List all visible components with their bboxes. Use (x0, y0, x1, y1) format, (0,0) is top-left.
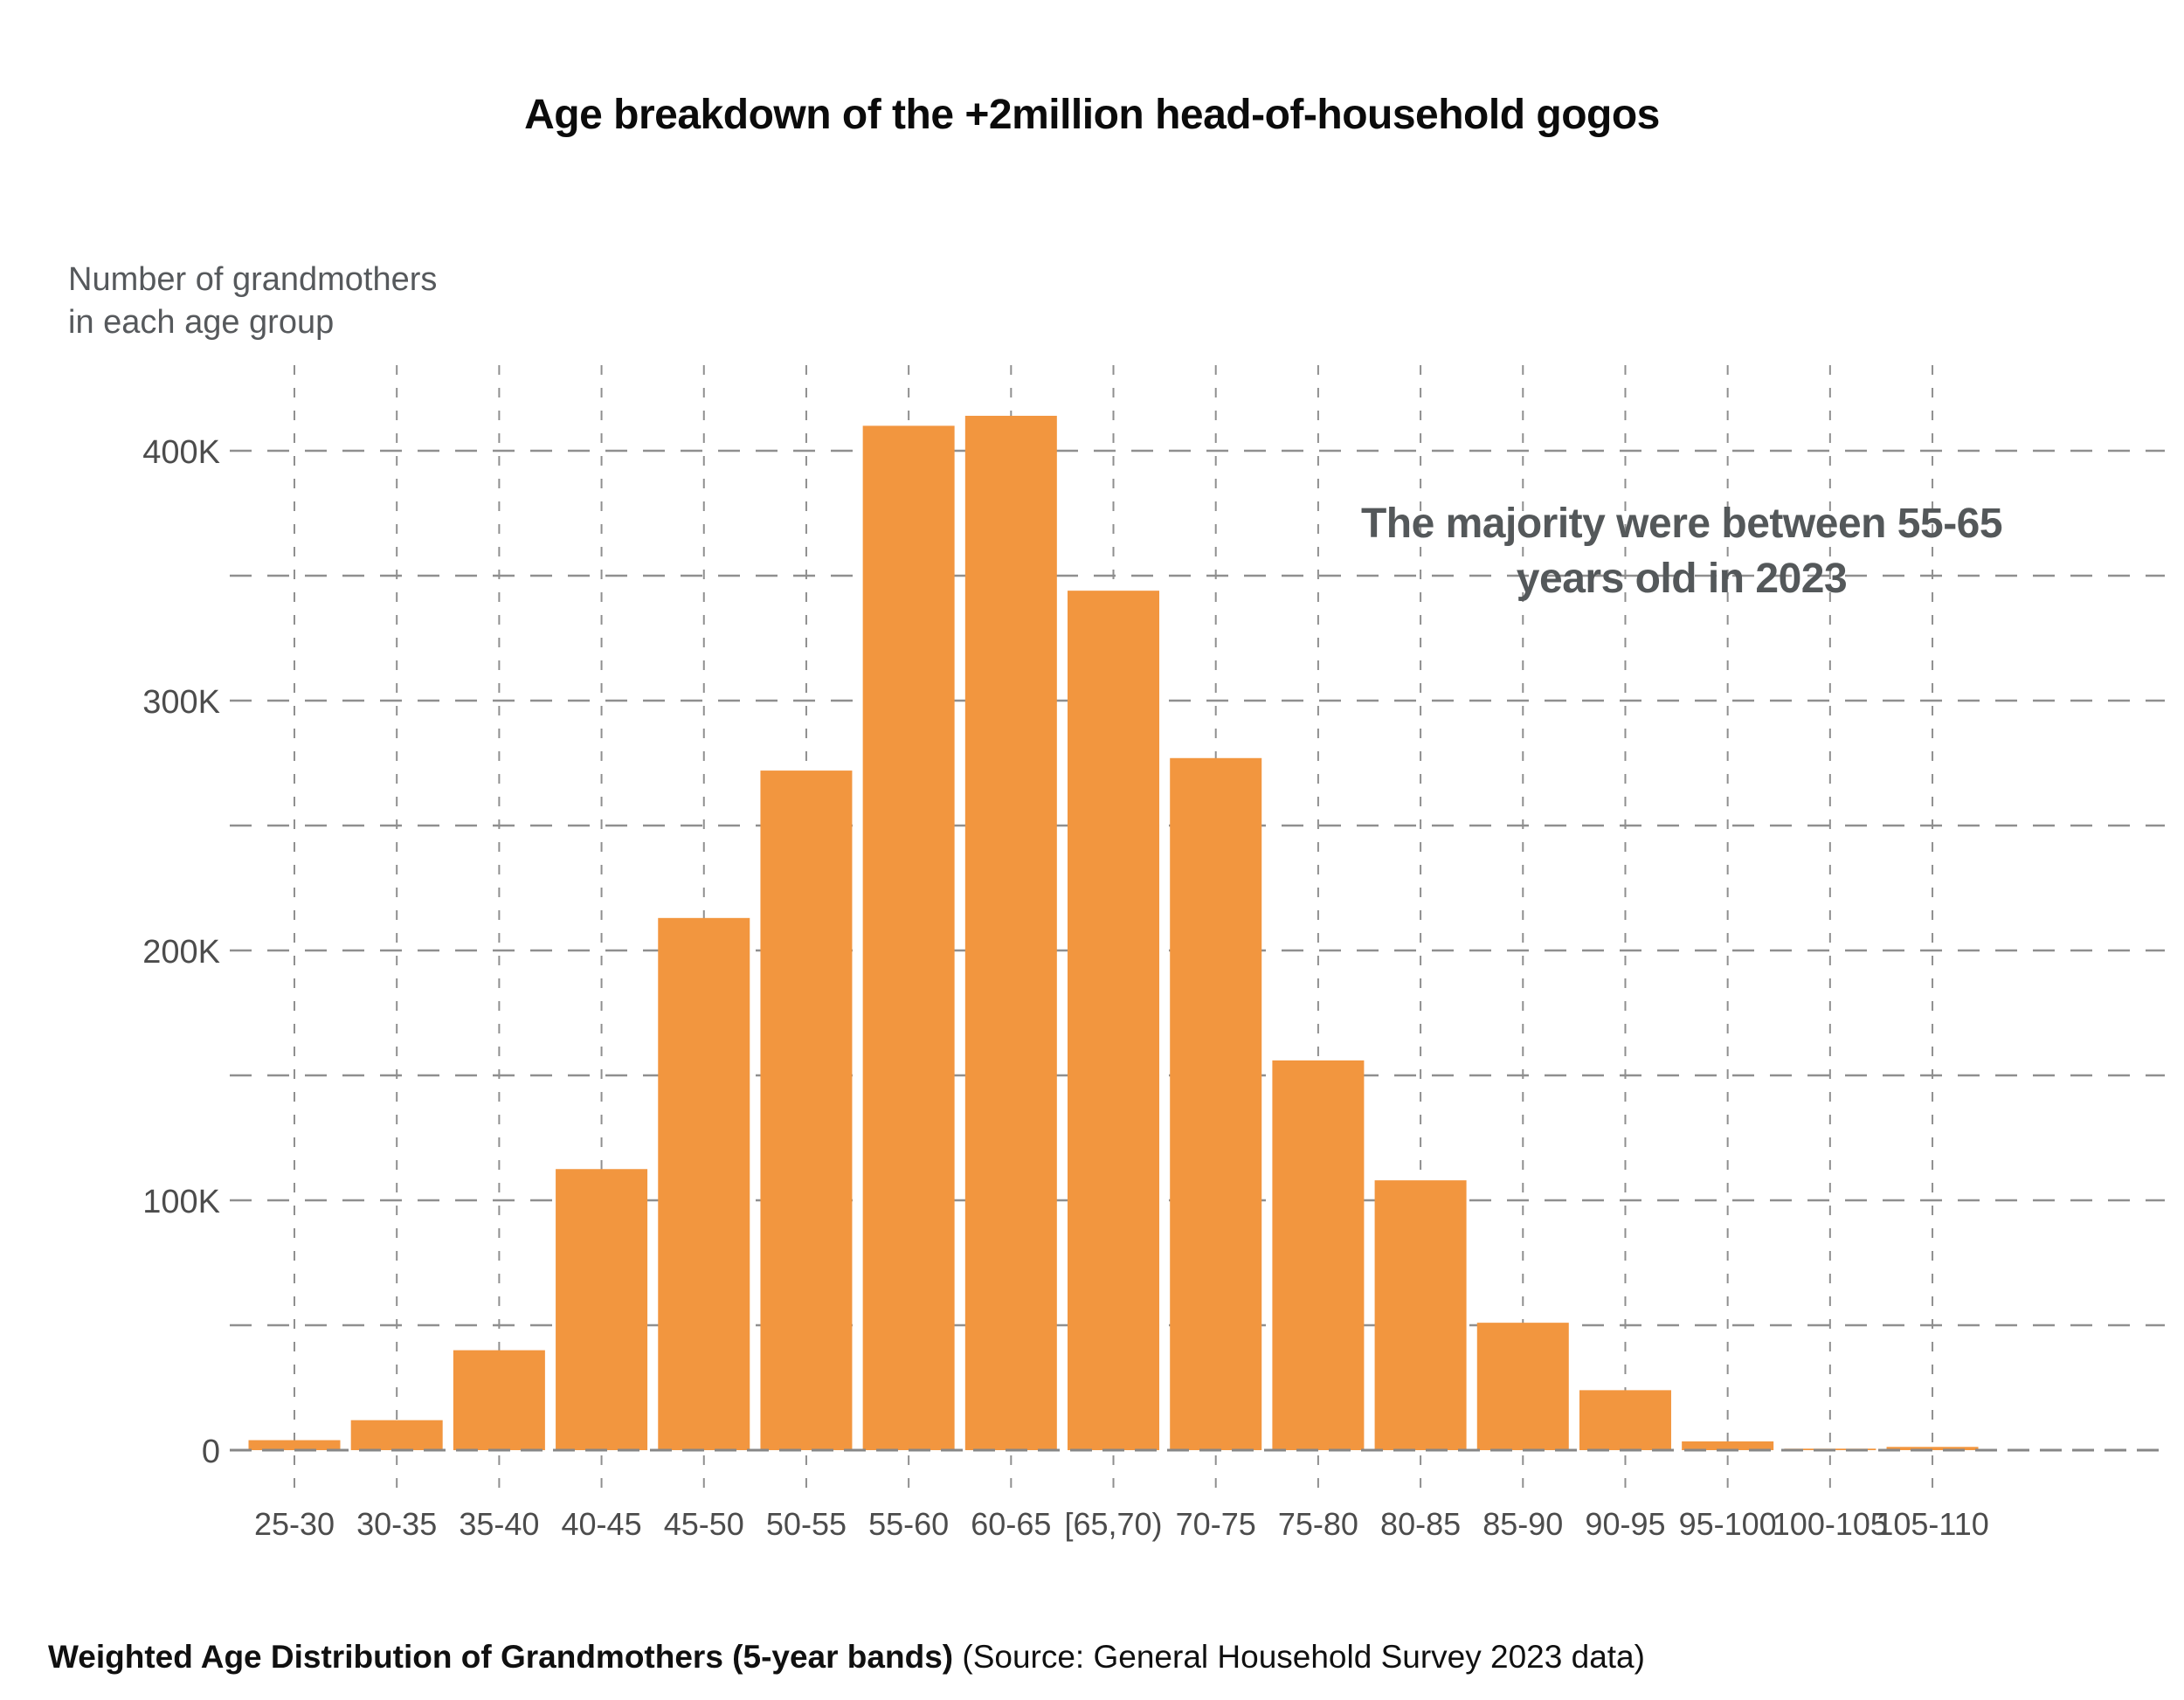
x-tick-label: 55-60 (868, 1506, 949, 1542)
bar (1886, 1447, 1979, 1450)
x-tick-label: 50-55 (766, 1506, 847, 1542)
bar (453, 1350, 545, 1450)
source-caption: Weighted Age Distribution of Grandmother… (48, 1639, 1645, 1676)
bar (1068, 591, 1160, 1450)
x-tick-label: 80-85 (1380, 1506, 1461, 1542)
x-tick-label: 105-110 (1876, 1506, 1988, 1542)
bar (1682, 1441, 1774, 1450)
annotation-line1: The majority were between 55-65 (1360, 501, 2003, 547)
annotation-line2: years old in 2023 (1516, 556, 1848, 603)
chart-title: Age breakdown of the +2million head-of-h… (524, 92, 1660, 138)
x-tick-label: 85-90 (1482, 1506, 1563, 1542)
bar (350, 1420, 443, 1450)
bar (1476, 1323, 1569, 1450)
x-tick-label: 100-105 (1773, 1506, 1888, 1542)
bar (1374, 1180, 1467, 1450)
y-tick-label: 300K (142, 684, 220, 721)
annotation-callout: The majority were between 55-65 years ol… (1179, 496, 2184, 607)
x-tick-label: [65,70) (1064, 1506, 1162, 1542)
x-tick-label: 90-95 (1585, 1506, 1665, 1542)
x-tick-label: 75-80 (1278, 1506, 1358, 1542)
y-tick-label: 200K (142, 934, 220, 971)
x-tick-label: 70-75 (1176, 1506, 1256, 1542)
y-tick-label: 0 (202, 1434, 220, 1470)
x-tick-label: 30-35 (356, 1506, 437, 1542)
x-tick-label: 25-30 (254, 1506, 335, 1542)
bar (556, 1169, 648, 1450)
x-tick-label: 40-45 (562, 1506, 642, 1542)
y-axis-title: Number of grandmothers in each age group (68, 259, 437, 343)
y-tick-label: 100K (142, 1184, 220, 1220)
bar (1272, 1060, 1365, 1450)
x-tick-label: 35-40 (459, 1506, 539, 1542)
bar (1170, 757, 1262, 1450)
bar (1579, 1390, 1671, 1450)
y-tick-label: 400K (142, 434, 220, 471)
x-tick-label: 95-100 (1679, 1506, 1777, 1542)
x-tick-label: 45-50 (664, 1506, 744, 1542)
bar (760, 771, 853, 1450)
x-tick-label: 60-65 (971, 1506, 1051, 1542)
bar (658, 917, 750, 1450)
caption-bold: Weighted Age Distribution of Grandmother… (48, 1639, 954, 1675)
y-axis-title-line2: in each age group (68, 303, 335, 341)
bar (964, 415, 1057, 1451)
bar (248, 1440, 341, 1450)
y-axis-title-line1: Number of grandmothers (68, 261, 438, 298)
bar (862, 425, 955, 1450)
caption-regular: (Source: General Household Survey 2023 d… (953, 1639, 1645, 1675)
